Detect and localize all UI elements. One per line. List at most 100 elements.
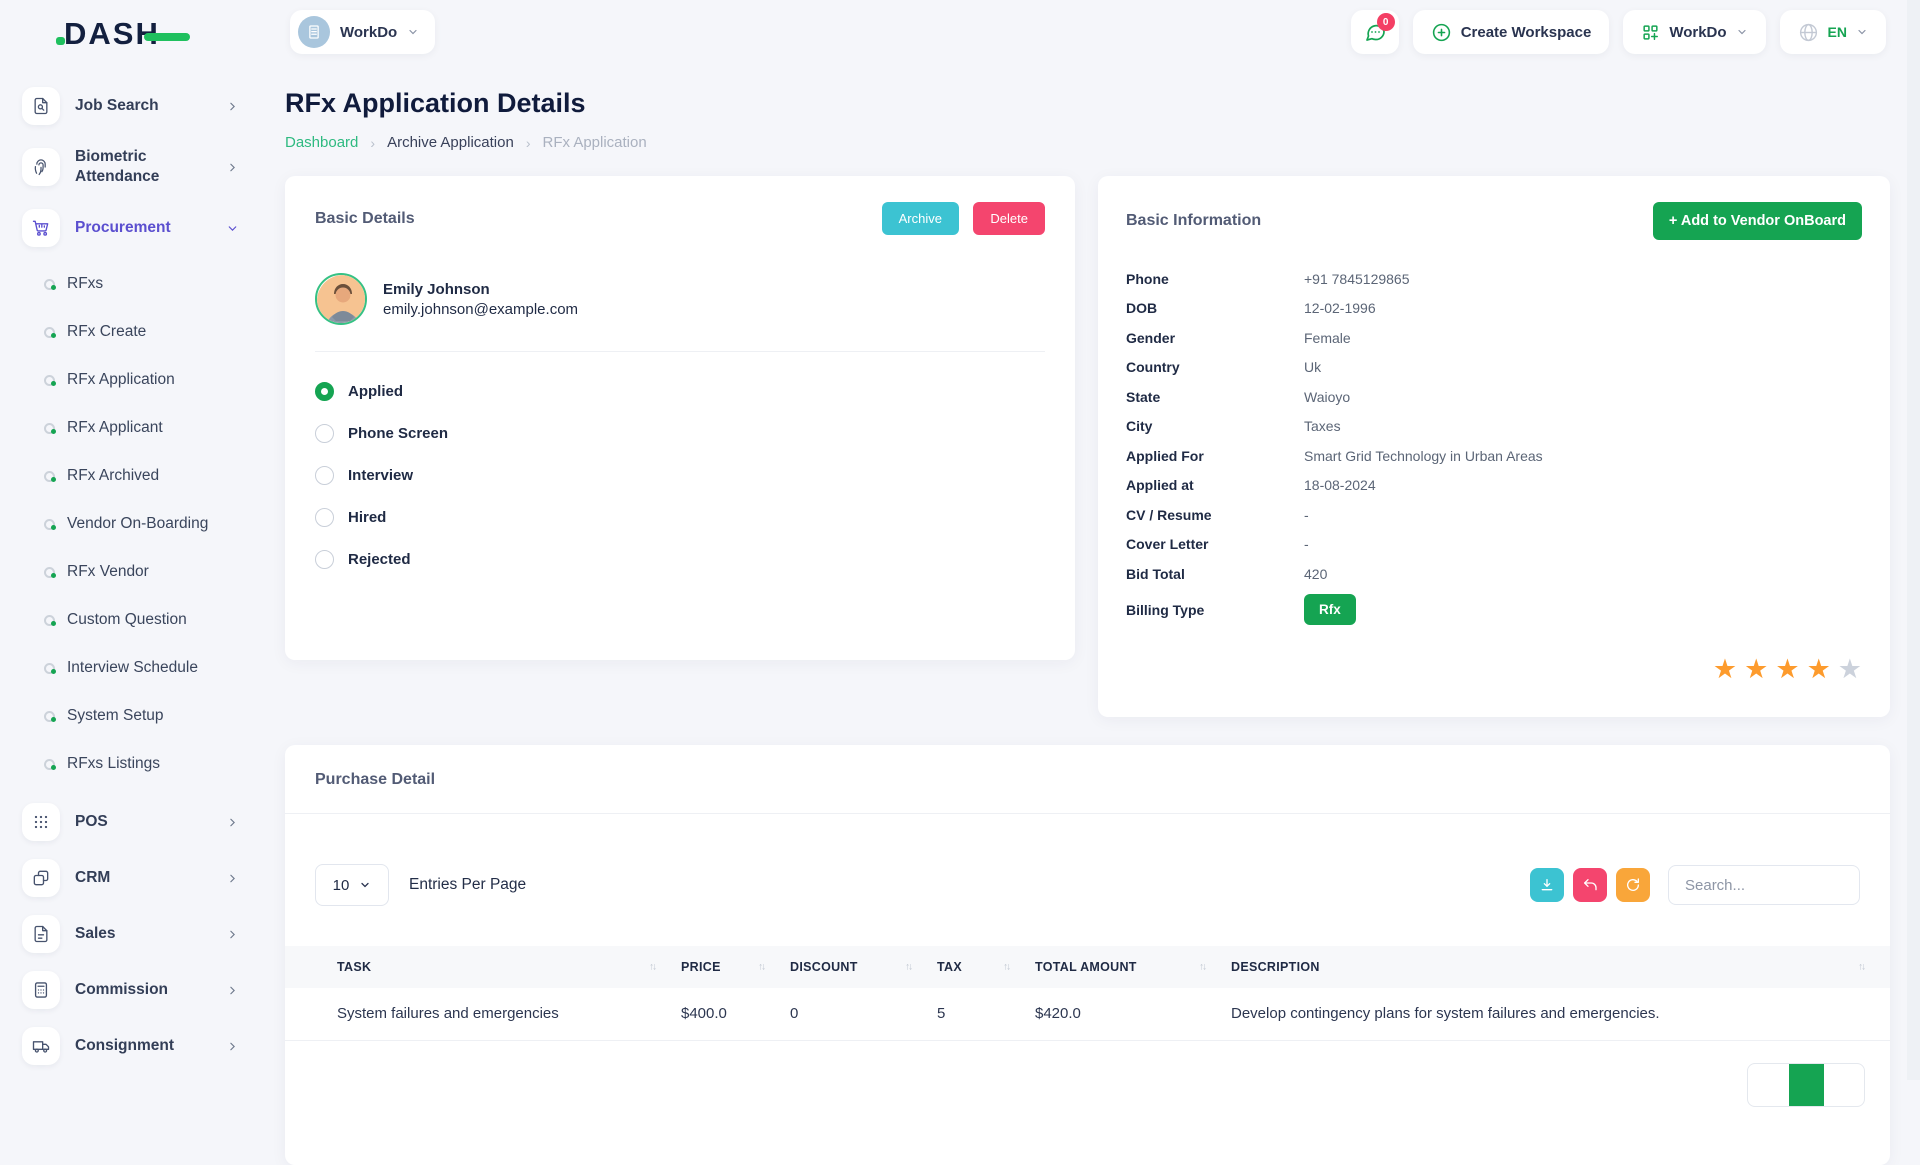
cart-icon bbox=[22, 209, 60, 247]
rating-star[interactable]: ★ bbox=[1712, 654, 1738, 684]
column-tax[interactable]: TAX ↑↓ bbox=[937, 946, 1035, 988]
grid-dots-icon bbox=[22, 803, 60, 841]
info-row-state: State Waioyo bbox=[1126, 388, 1351, 405]
export-button[interactable] bbox=[1530, 868, 1564, 902]
rating-star[interactable]: ★ bbox=[1775, 654, 1800, 684]
create-workspace-button[interactable]: Create Workspace bbox=[1412, 10, 1610, 54]
create-workspace-label: Create Workspace bbox=[1460, 23, 1592, 41]
purchase-detail-card: Purchase Detail 10 Entries Per Page TASK… bbox=[285, 745, 1890, 1165]
bullet-icon bbox=[44, 278, 56, 290]
messages-button[interactable]: 0 bbox=[1350, 10, 1399, 54]
add-to-vendor-onboard-button[interactable]: + Add to Vendor OnBoard bbox=[1652, 202, 1862, 240]
chat-bubble-icon bbox=[1365, 24, 1385, 41]
sidebar: Job Search Biometric Attendance Procurem… bbox=[0, 64, 265, 1080]
calculator-icon bbox=[22, 971, 60, 1009]
chevron-right-icon bbox=[230, 874, 235, 882]
column-description[interactable]: DESCRIPTION ↑↓ bbox=[1231, 946, 1890, 988]
sort-icon[interactable]: ↑↓ bbox=[1858, 961, 1866, 973]
sidebar-item-crm[interactable]: CRM bbox=[22, 850, 265, 906]
globe-icon bbox=[1799, 23, 1817, 41]
sidebar-item-commission[interactable]: Commission bbox=[22, 962, 265, 1018]
info-row-gender: Gender Female bbox=[1126, 329, 1351, 346]
info-row-applied-for: Applied For Smart Grid Technology in Urba… bbox=[1126, 447, 1543, 464]
delete-button[interactable]: Delete bbox=[973, 202, 1045, 235]
sidebar-item-sales[interactable]: Sales bbox=[22, 906, 265, 962]
sidebar-item-vendor-on-boarding[interactable]: Vendor On-Boarding bbox=[22, 500, 265, 548]
status-option-hired[interactable]: Hired bbox=[315, 496, 1045, 538]
entries-per-page-select[interactable]: 10 bbox=[315, 864, 389, 906]
chevron-down-icon bbox=[1858, 29, 1866, 35]
sidebar-item-rfx-create[interactable]: RFx Create bbox=[22, 308, 265, 356]
basic-details-title: Basic Details bbox=[315, 209, 415, 227]
divider bbox=[285, 813, 1890, 814]
workspace-switcher[interactable]: WorkDo bbox=[290, 10, 436, 54]
sidebar-item-rfx-vendor[interactable]: RFx Vendor bbox=[22, 548, 265, 596]
sort-icon[interactable]: ↑↓ bbox=[905, 961, 913, 973]
workspace-name: WorkDo bbox=[340, 23, 398, 41]
cell-task: System failures and emergencies bbox=[285, 988, 681, 1041]
sort-icon[interactable]: ↑↓ bbox=[758, 961, 766, 973]
column-total-amount[interactable]: TOTAL AMOUNT ↑↓ bbox=[1035, 946, 1231, 988]
breadcrumb: Dashboard › Archive Application › RFx Ap… bbox=[285, 134, 647, 151]
chevron-right-icon bbox=[230, 1042, 235, 1050]
language-selector[interactable]: EN bbox=[1779, 10, 1886, 54]
sidebar-item-rfxs[interactable]: RFxs bbox=[22, 260, 265, 308]
app-logo[interactable]: DASH bbox=[56, 16, 190, 52]
refresh-button[interactable] bbox=[1616, 868, 1650, 902]
info-row-dob: DOB 12-02-1996 bbox=[1126, 300, 1376, 317]
sidebar-item-interview-schedule[interactable]: Interview Schedule bbox=[22, 644, 265, 692]
rating-star[interactable]: ★ bbox=[1744, 654, 1769, 684]
sort-icon[interactable]: ↑↓ bbox=[1199, 961, 1207, 973]
sidebar-item-pos[interactable]: POS bbox=[22, 794, 265, 850]
basic-information-title: Basic Information bbox=[1126, 212, 1262, 229]
pagination[interactable] bbox=[1747, 1063, 1865, 1107]
page-title: RFx Application Details bbox=[285, 88, 586, 118]
pagination-active-page[interactable] bbox=[1789, 1064, 1824, 1106]
sidebar-item-rfx-archived[interactable]: RFx Archived bbox=[22, 452, 265, 500]
page-scrollbar[interactable] bbox=[1907, 0, 1920, 1080]
sort-icon[interactable]: ↑↓ bbox=[649, 961, 657, 973]
sidebar-item-rfx-applicant[interactable]: RFx Applicant bbox=[22, 404, 265, 452]
rating-star[interactable]: ★ bbox=[1837, 654, 1862, 684]
sidebar-item-consignment[interactable]: Consignment bbox=[22, 1018, 265, 1074]
column-task[interactable]: TASK ↑↓ bbox=[285, 946, 681, 988]
status-option-phone-screen[interactable]: Phone Screen bbox=[315, 412, 1045, 454]
archive-button[interactable]: Archive bbox=[881, 202, 959, 235]
search-input[interactable] bbox=[1668, 865, 1860, 905]
cell-price: $400.0 bbox=[681, 988, 790, 1041]
workspace-menu-button[interactable]: WorkDo bbox=[1623, 10, 1766, 54]
sidebar-item-procurement[interactable]: Procurement bbox=[22, 200, 265, 256]
bullet-icon bbox=[44, 326, 56, 338]
status-option-interview[interactable]: Interview bbox=[315, 454, 1045, 496]
sidebar-item-system-setup[interactable]: System Setup bbox=[22, 692, 265, 740]
sidebar-item-biometric-attendance[interactable]: Biometric Attendance bbox=[22, 134, 265, 200]
basic-details-card: Basic Details Archive Delete Emily Johns… bbox=[285, 176, 1075, 660]
rating-star[interactable]: ★ bbox=[1806, 654, 1831, 684]
sidebar-item-rfx-application[interactable]: RFx Application bbox=[22, 356, 265, 404]
column-price[interactable]: PRICE ↑↓ bbox=[681, 946, 790, 988]
info-row-cv-resume: CV / Resume - bbox=[1126, 506, 1309, 523]
chevron-right-icon bbox=[230, 163, 235, 171]
logo-accent-bar bbox=[143, 33, 190, 41]
chevron-down-icon bbox=[361, 882, 369, 888]
reset-button[interactable] bbox=[1573, 868, 1607, 902]
billing-type-badge: Rfx bbox=[1304, 594, 1356, 625]
bullet-icon bbox=[44, 662, 56, 674]
status-option-rejected[interactable]: Rejected bbox=[315, 538, 1045, 580]
messages-badge: 0 bbox=[1376, 13, 1395, 31]
info-row-phone: Phone +91 7845129865 bbox=[1126, 270, 1410, 287]
rating-stars[interactable]: ★ ★ ★ ★ ★ bbox=[1713, 654, 1862, 685]
column-discount[interactable]: DISCOUNT ↑↓ bbox=[790, 946, 937, 988]
bullet-icon bbox=[44, 470, 56, 482]
entries-per-page-label: Entries Per Page bbox=[409, 876, 527, 893]
status-option-applied[interactable]: Applied bbox=[315, 370, 1045, 412]
sort-icon[interactable]: ↑↓ bbox=[1003, 961, 1011, 973]
bullet-icon bbox=[44, 518, 56, 530]
breadcrumb-archive-application[interactable]: Archive Application bbox=[387, 134, 514, 151]
sidebar-item-custom-question[interactable]: Custom Question bbox=[22, 596, 265, 644]
bullet-icon bbox=[44, 614, 56, 626]
basic-information-fields: Phone +91 7845129865 DOB 12-02-1996 Gender… bbox=[1126, 264, 1862, 628]
breadcrumb-dashboard[interactable]: Dashboard bbox=[285, 134, 359, 151]
sidebar-item-job-search[interactable]: Job Search bbox=[22, 78, 265, 134]
sidebar-item-rfxs-listings[interactable]: RFxs Listings bbox=[22, 740, 265, 788]
